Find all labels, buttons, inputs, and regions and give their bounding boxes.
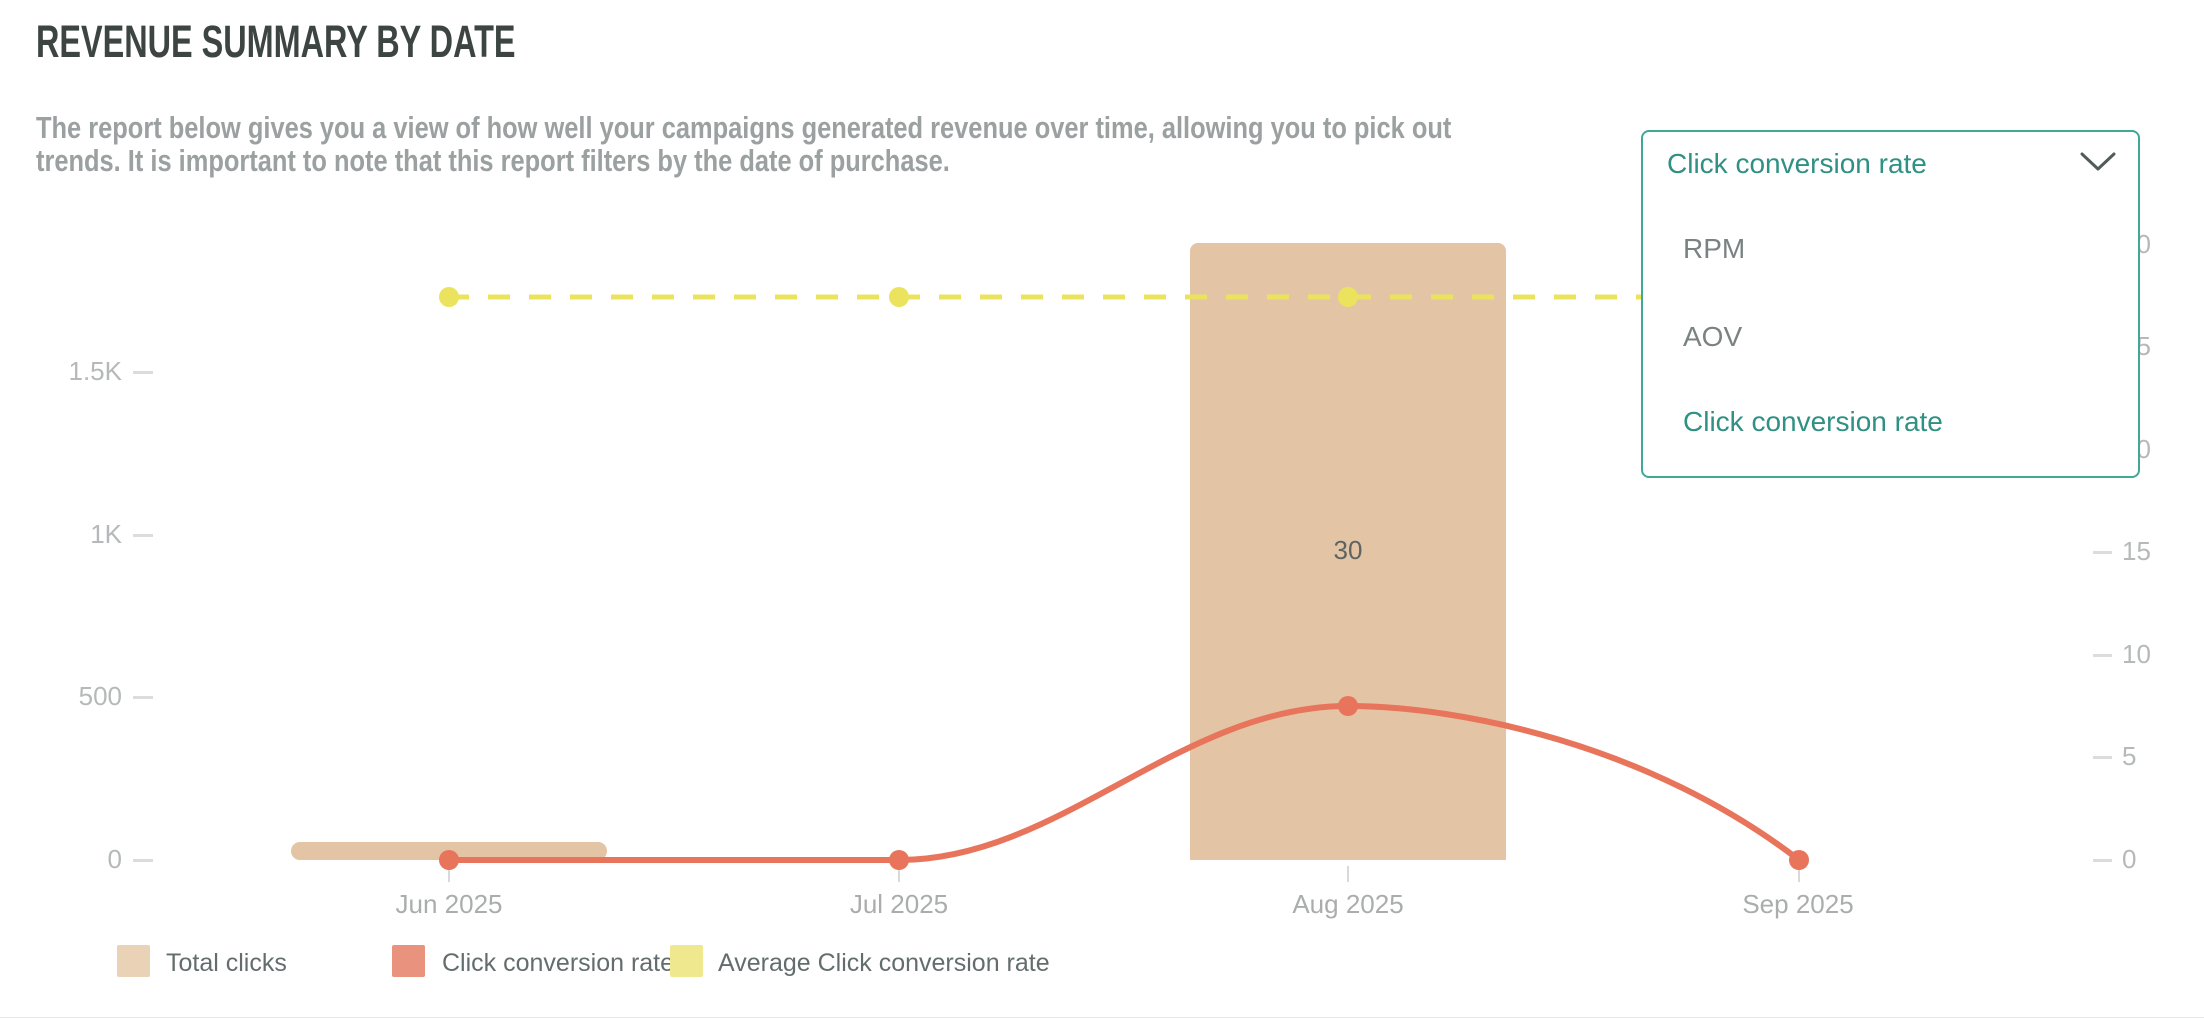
- legend-swatch-total-clicks-icon: [117, 945, 150, 977]
- conversion-point-aug: [1338, 696, 1358, 716]
- x-axis-label-sep: Sep 2025: [1742, 889, 1854, 919]
- right-axis-tick-label: 10: [2122, 639, 2151, 669]
- conversion-point-sep: [1789, 850, 1809, 870]
- page-description-line1: The report below gives you a view of how…: [36, 110, 1452, 145]
- left-axis-tick-mark: [133, 534, 153, 537]
- x-axis-label-aug: Aug 2025: [1292, 889, 1404, 919]
- right-axis-tick-mark: [2093, 551, 2112, 554]
- legend-item-click-conversion-rate[interactable]: Click conversion rate: [442, 949, 675, 977]
- x-axis-label-jun: Jun 2025: [395, 889, 503, 919]
- conversion-point-jul: [889, 850, 909, 870]
- legend-item-average-click-conversion-rate[interactable]: Average Click conversion rate: [718, 949, 1050, 977]
- x-axis-tick-mark: [1798, 866, 1800, 882]
- click-conversion-rate-line: [446, 702, 1802, 863]
- legend-swatch-click-conversion-rate-icon: [392, 945, 425, 977]
- right-axis-tick-label: 5: [2122, 741, 2137, 771]
- x-axis-tick-mark: [1347, 866, 1349, 882]
- conversion-point-jun: [439, 850, 459, 870]
- metric-dropdown-selected-value[interactable]: Click conversion rate: [1667, 148, 1927, 179]
- dropdown-option-click-conversion-rate[interactable]: Click conversion rate: [1683, 406, 1943, 437]
- left-axis-tick-mark: [133, 371, 153, 374]
- right-axis-tick-mark: [2093, 756, 2112, 759]
- chevron-down-icon: [2080, 152, 2116, 171]
- left-axis-tick-label: 1.5K: [68, 356, 123, 386]
- right-axis-tick-label: 0: [2122, 844, 2137, 874]
- page-title: REVENUE SUMMARY BY DATE: [36, 16, 516, 67]
- metric-dropdown[interactable]: Click conversion rate RPM AOV Click conv…: [1641, 130, 2140, 478]
- page-description-line2: trends. It is important to note that thi…: [36, 143, 950, 178]
- average-line-point-jun: [439, 287, 459, 307]
- left-axis-tick-mark: [133, 859, 153, 862]
- legend-swatch-average-click-conversion-rate-icon: [670, 945, 703, 977]
- left-axis-tick-label: 0: [107, 844, 122, 874]
- right-axis-tick-mark: [2093, 859, 2112, 862]
- right-axis-tick-mark: [2093, 654, 2112, 657]
- legend-item-total-clicks[interactable]: Total clicks: [166, 949, 287, 977]
- x-axis-tick-mark: [448, 866, 450, 882]
- left-axis-tick-mark: [133, 696, 153, 699]
- bar-value-label: 30: [1333, 535, 1363, 565]
- x-axis-tick-mark: [898, 866, 900, 882]
- left-axis-tick-label: 1K: [90, 519, 122, 549]
- average-line-point-jul: [889, 287, 909, 307]
- dropdown-option-rpm[interactable]: RPM: [1683, 233, 1746, 264]
- right-axis-tick-label: 15: [2122, 536, 2151, 566]
- average-line-point-aug: [1338, 287, 1358, 307]
- total-clicks-bar-aug: [1190, 243, 1506, 860]
- x-axis-label-jul: Jul 2025: [849, 889, 949, 919]
- left-axis-tick-label: 500: [78, 681, 122, 711]
- bottom-divider: [0, 1017, 2204, 1018]
- dropdown-option-aov[interactable]: AOV: [1683, 321, 1743, 352]
